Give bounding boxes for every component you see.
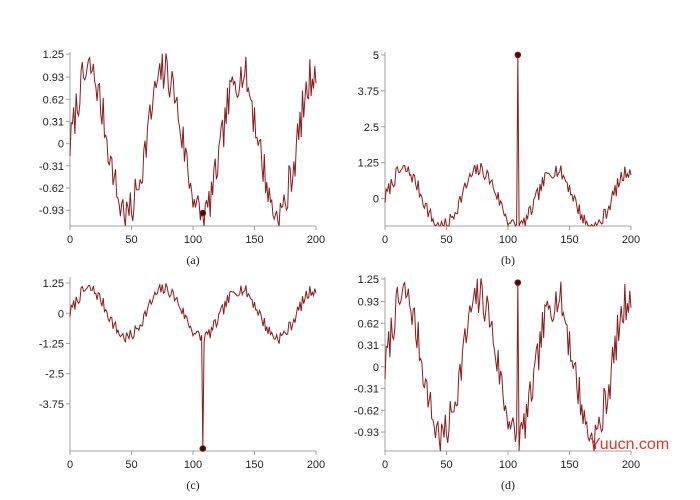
- y-tick-label: 0.93: [358, 297, 379, 309]
- x-tick-label: 100: [499, 459, 517, 471]
- y-tick-label: 0.62: [358, 318, 379, 330]
- y-tick-label: -3.75: [39, 399, 64, 411]
- series-line: [69, 53, 317, 227]
- highlight-point: [199, 445, 207, 452]
- highlight-point: [514, 51, 522, 59]
- y-tick-label: 0.31: [358, 340, 379, 352]
- y-tick-label: -0.93: [354, 427, 379, 439]
- y-tick-label: -0.62: [354, 405, 379, 417]
- x-tick-label: 50: [440, 234, 452, 246]
- y-tick-label: -0.62: [39, 183, 64, 195]
- panel-caption: (b): [501, 253, 515, 267]
- x-tick-label: 50: [125, 234, 137, 246]
- y-tick-label: 5: [373, 50, 379, 62]
- x-tick-label: 150: [245, 234, 263, 246]
- chart-panel-3: 1.25 0 -1.25 -2.5 -3.75 0 50 100 150 200 (c): [39, 277, 325, 492]
- highlight-point: [514, 279, 522, 286]
- x-tick-label: 100: [499, 234, 517, 246]
- y-tick-label: 0: [373, 362, 379, 374]
- x-tick-label: 0: [67, 234, 73, 246]
- x-tick-label: 50: [440, 459, 452, 471]
- x-tick-label: 50: [125, 459, 137, 471]
- watermark-text: Yuucn.com: [590, 436, 670, 453]
- series-line: [69, 283, 317, 449]
- panel-caption: (a): [186, 253, 199, 267]
- y-tick-label: -1.25: [39, 338, 64, 350]
- series-line: [384, 54, 632, 228]
- y-tick-label: 0.93: [43, 72, 64, 84]
- panel-caption: (c): [186, 478, 199, 492]
- x-tick-label: 150: [245, 459, 263, 471]
- x-tick-label: 150: [560, 459, 578, 471]
- y-tick-label: -2.5: [45, 369, 64, 381]
- y-tick-label: -0.93: [39, 205, 64, 217]
- y-tick-label: 3.75: [358, 86, 379, 98]
- y-tick-label: 0: [58, 308, 64, 320]
- x-tick-label: 200: [622, 459, 640, 471]
- x-tick-label: 200: [307, 459, 325, 471]
- x-tick-label: 100: [184, 234, 202, 246]
- x-tick-label: 0: [67, 459, 73, 471]
- y-tick-label: -0.31: [39, 161, 64, 173]
- x-tick-label: 200: [622, 234, 640, 246]
- chart-panel-4: 1.25 0.93 0.62 0.31 0 -0.31 -0.62 -0.93 0 50 100 15…: [354, 274, 640, 492]
- x-tick-label: 150: [560, 234, 578, 246]
- y-tick-label: 0.31: [43, 116, 64, 128]
- y-tick-label: 0.62: [43, 94, 64, 106]
- y-tick-label: 1.25: [43, 278, 64, 290]
- y-tick-label: 1.25: [43, 49, 64, 61]
- y-tick-label: 2.5: [364, 122, 379, 134]
- y-tick-label: 1.25: [358, 158, 379, 170]
- y-tick-label: -0.31: [354, 384, 379, 396]
- chart-panel-1: 1.25 0.93 0.62 0.31 0 -0.31 -0.62 -0.93 0 50 100 15…: [39, 49, 325, 267]
- x-tick-label: 0: [382, 234, 388, 246]
- y-tick-label: 0: [373, 194, 379, 206]
- x-tick-label: 200: [307, 234, 325, 246]
- x-tick-label: 100: [184, 459, 202, 471]
- panel-caption: (d): [501, 478, 515, 492]
- x-tick-label: 0: [382, 459, 388, 471]
- y-tick-label: 1.25: [358, 274, 379, 286]
- y-tick-label: 0: [58, 139, 64, 151]
- highlight-point: [199, 209, 207, 217]
- chart-panel-2: 5 3.75 2.5 1.25 0 0 50 100 150 200 (b): [358, 50, 641, 267]
- series-line: [384, 278, 632, 452]
